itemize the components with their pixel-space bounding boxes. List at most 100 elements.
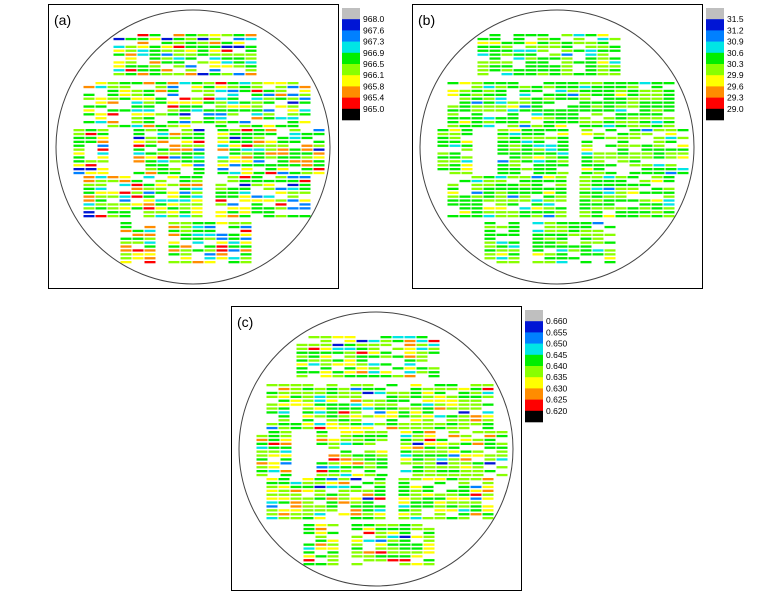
die-cell (477, 37, 489, 41)
die-cell (95, 199, 107, 202)
die-cell (197, 41, 209, 45)
die-cell (651, 199, 663, 202)
die-cell (278, 517, 290, 520)
die-cell (332, 375, 344, 378)
die-cell (459, 82, 471, 85)
die-cell (228, 237, 240, 240)
die-cell (251, 93, 263, 96)
die-cell (133, 160, 145, 163)
die-cell (107, 85, 119, 89)
die-cell (326, 387, 338, 391)
die-cell (350, 407, 362, 410)
die-cell (143, 215, 155, 218)
die-cell (374, 407, 386, 410)
colorbar-swatch (342, 75, 360, 87)
die-cell (470, 485, 482, 489)
die-cell (627, 187, 639, 190)
die-cell (629, 164, 641, 167)
colorbar-tick-label: 965.8 (363, 81, 385, 91)
die-cell (193, 140, 205, 143)
die-cell (496, 454, 508, 457)
die-cell (233, 73, 245, 76)
die-cell (233, 53, 245, 56)
die-cell (471, 199, 483, 202)
die-cell (228, 261, 240, 264)
die-cell (233, 34, 245, 37)
die-cell (663, 117, 675, 120)
die-cell (278, 423, 290, 426)
die-cell (113, 49, 125, 52)
die-cell (251, 97, 263, 100)
colorbar-tick-label: 968.0 (363, 14, 385, 24)
die-cell (434, 391, 446, 395)
die-cell (375, 559, 387, 562)
die-cell (545, 168, 557, 171)
die-cell (299, 191, 311, 194)
die-cell (422, 493, 434, 496)
die-cell (277, 136, 289, 140)
die-cell (233, 45, 245, 48)
die-cell (380, 339, 392, 343)
die-cell (251, 105, 263, 108)
die-cell (299, 121, 311, 124)
die-cell (472, 450, 484, 453)
die-cell (585, 45, 597, 48)
die-cell (591, 105, 603, 108)
die-cell (157, 171, 169, 175)
die-cell (338, 493, 350, 496)
die-cell (545, 136, 557, 140)
die-cell (125, 65, 137, 68)
die-cell (627, 82, 639, 85)
die-cell (404, 347, 416, 350)
die-cell (603, 117, 615, 120)
die-cell (313, 156, 325, 159)
die-cell (131, 195, 143, 198)
die-cell (556, 261, 568, 264)
die-cell (155, 179, 167, 183)
die-cell (287, 183, 299, 187)
die-cell (278, 391, 290, 395)
die-cell (380, 336, 392, 339)
die-cell (507, 109, 519, 112)
die-cell (603, 203, 615, 206)
die-cell (597, 61, 609, 64)
die-cell (181, 156, 193, 159)
die-cell (477, 73, 489, 76)
die-cell (651, 93, 663, 96)
die-cell (544, 245, 556, 248)
die-cell (314, 493, 326, 496)
die-cell (597, 37, 609, 41)
die-cell (411, 547, 423, 550)
die-cell (580, 261, 592, 264)
die-cell (362, 489, 374, 492)
die-cell (107, 179, 119, 183)
die-cell (314, 411, 326, 414)
die-cell (168, 249, 180, 252)
die-cell (597, 34, 609, 37)
die-cell (653, 140, 665, 143)
die-cell (543, 203, 555, 206)
die-cell (386, 407, 398, 410)
die-cell (374, 391, 386, 395)
die-cell (471, 113, 483, 116)
die-cell (125, 73, 137, 76)
die-cell (422, 407, 434, 410)
die-cell (362, 505, 374, 508)
die-cell (460, 470, 472, 473)
die-cell (131, 113, 143, 116)
die-cell (519, 105, 531, 108)
die-cell (119, 215, 131, 218)
die-cell (521, 132, 533, 136)
die-cell (458, 493, 470, 496)
die-cell (251, 179, 263, 183)
die-map (256, 336, 508, 566)
die-cell (320, 375, 332, 378)
die-cell (275, 191, 287, 194)
die-cell (533, 164, 545, 167)
die-cell (203, 101, 215, 104)
die-cell (411, 524, 423, 527)
die-cell (557, 171, 569, 175)
die-cell (446, 384, 458, 387)
die-cell (263, 215, 275, 218)
die-cell (392, 375, 404, 378)
